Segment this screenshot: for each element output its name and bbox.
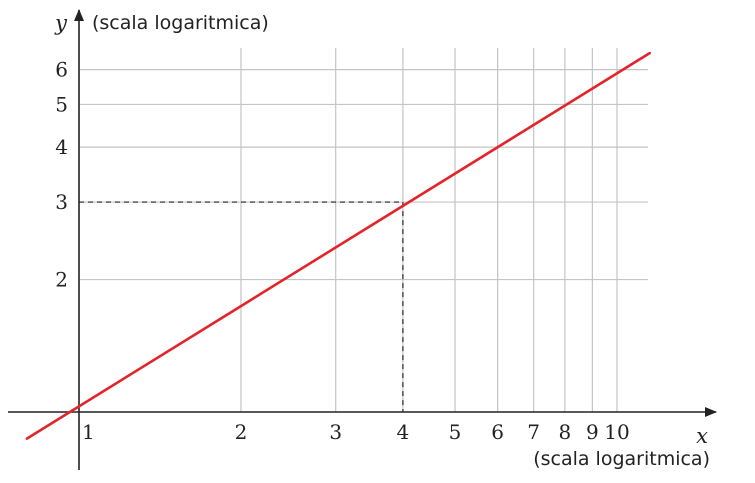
y-tick-label-6: 6 (55, 58, 68, 82)
x-tick-label-1: 1 (82, 420, 95, 444)
reference-guides (79, 201, 404, 412)
y-tick-label-4: 4 (55, 135, 68, 159)
x-tick-label-3: 3 (329, 420, 342, 444)
x-tick-label-9: 9 (586, 420, 599, 444)
x-tick-labels: 1 2 3 4 5 6 7 8 9 10 (82, 420, 630, 444)
series (25, 51, 652, 440)
y-tick-label-3: 3 (55, 190, 68, 214)
y-axis-label: y (54, 11, 68, 35)
series-line-0 (25, 51, 652, 440)
x-tick-label-2: 2 (235, 420, 248, 444)
y-tick-label-5: 5 (55, 92, 68, 116)
y-tick-label-2: 2 (55, 268, 68, 292)
x-tick-label-5: 5 (449, 420, 462, 444)
y-tick-labels: 2 3 4 5 6 (55, 58, 68, 292)
x-tick-label-7: 7 (527, 420, 540, 444)
x-axis-scale-note: (scala logaritmica) (533, 448, 710, 470)
x-tick-label-4: 4 (397, 420, 410, 444)
x-tick-label-6: 6 (491, 420, 504, 444)
y-axis-scale-note: (scala logaritmica) (92, 12, 269, 34)
x-tick-label-10: 10 (604, 420, 629, 444)
x-axis-label: x (696, 424, 708, 448)
x-tick-label-8: 8 (558, 420, 571, 444)
